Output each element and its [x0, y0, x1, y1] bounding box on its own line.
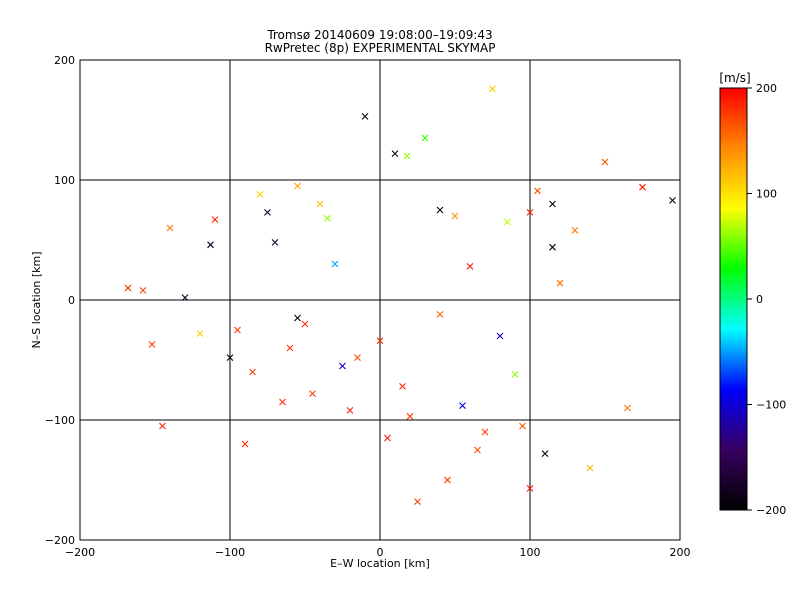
data-point-x [301, 320, 309, 328]
chart-title: Tromsø 20140609 19:08:00–19:09:43 [266, 28, 492, 42]
y-tick-label: −100 [45, 414, 75, 427]
data-point-x [436, 311, 444, 318]
data-point-x [571, 227, 579, 234]
x-axis-label: E–W location [km] [330, 557, 430, 570]
data-point-x [286, 344, 294, 352]
data-point-x [436, 206, 444, 214]
x-axis-ticks: −200 −100 0 100 200 [65, 546, 691, 559]
data-point-x [541, 450, 549, 457]
colorbar [719, 87, 748, 511]
data-point-x [669, 197, 676, 204]
data-point-x [294, 182, 301, 190]
data-point-x [391, 150, 399, 157]
grid-lines [80, 60, 680, 540]
chart-subtitle: RwPretec (8p) EXPERIMENTAL SKYMAP [265, 41, 496, 55]
data-point-x [466, 263, 474, 270]
data-point-x [526, 485, 534, 492]
colorbar-tick-label: −100 [756, 399, 786, 412]
data-point-x [526, 209, 534, 216]
data-point-x [166, 224, 174, 232]
y-axis-label: N–S location [km] [30, 251, 43, 348]
data-point-x [207, 241, 214, 249]
data-point-x [124, 284, 132, 292]
data-point-x [211, 216, 219, 223]
data-point-x [148, 341, 156, 348]
data-point-x [361, 113, 369, 120]
data-point-x [256, 191, 264, 198]
data-point-x [586, 464, 594, 472]
x-tick-label: 100 [520, 546, 541, 559]
data-point-x [271, 239, 279, 246]
data-point-x [264, 209, 271, 216]
data-point-x [234, 326, 241, 334]
data-point-x [384, 434, 391, 442]
colorbar-tick-label: 0 [756, 293, 763, 306]
colorbar-label: [m/s] [719, 71, 750, 85]
data-point-x [504, 218, 511, 226]
x-tick-label: 0 [377, 546, 384, 559]
data-point-x [489, 85, 496, 93]
x-tick-label: 200 [670, 546, 691, 559]
data-point-x [406, 413, 414, 420]
data-point-x [339, 362, 346, 370]
y-tick-label: 100 [54, 174, 75, 187]
data-point-x [279, 398, 286, 406]
data-point-x [556, 279, 564, 287]
y-axis-ticks: −200 −100 0 100 200 [45, 54, 75, 547]
data-point-x [376, 337, 384, 345]
y-tick-label: −200 [45, 534, 75, 547]
data-point-x [346, 407, 354, 414]
data-point-x [421, 134, 429, 142]
data-point-x [309, 390, 316, 397]
data-point-x [316, 200, 324, 208]
data-point-x [226, 354, 234, 361]
data-point-x [139, 287, 147, 294]
x-tick-label: −200 [65, 546, 95, 559]
data-point-x [414, 498, 421, 505]
data-point-x [496, 332, 504, 340]
x-tick-label: −100 [215, 546, 245, 559]
data-point-x [403, 152, 411, 160]
data-point-x [294, 314, 301, 322]
data-point-x [159, 422, 166, 430]
data-point-x [624, 404, 631, 412]
data-point-x [519, 422, 526, 430]
data-point-x [324, 215, 331, 222]
colorbar-ticks: 200 100 0 −100 −200 [747, 82, 786, 517]
data-point-x [444, 476, 451, 484]
data-point-x [181, 294, 189, 301]
data-point-x [354, 354, 361, 361]
data-point-x [451, 212, 459, 220]
data-point-x [196, 330, 204, 337]
data-point-x [549, 243, 556, 251]
data-point-x [549, 200, 556, 208]
data-point-x [459, 402, 466, 409]
data-point-x [241, 440, 249, 448]
colorbar-tick-label: 200 [756, 82, 777, 95]
data-point-x [601, 158, 609, 166]
data-point-x [481, 428, 489, 436]
data-points [124, 85, 676, 505]
data-point-x [331, 260, 339, 268]
colorbar-tick-label: 100 [756, 188, 777, 201]
colorbar-tick-label: −200 [756, 504, 786, 517]
y-tick-label: 200 [54, 54, 75, 67]
data-point-x [534, 187, 541, 195]
y-tick-label: 0 [68, 294, 75, 307]
data-point-x [474, 446, 481, 454]
data-point-x [399, 383, 406, 390]
data-point-x [249, 368, 256, 376]
data-point-x [639, 183, 646, 191]
data-point-x [511, 371, 519, 378]
